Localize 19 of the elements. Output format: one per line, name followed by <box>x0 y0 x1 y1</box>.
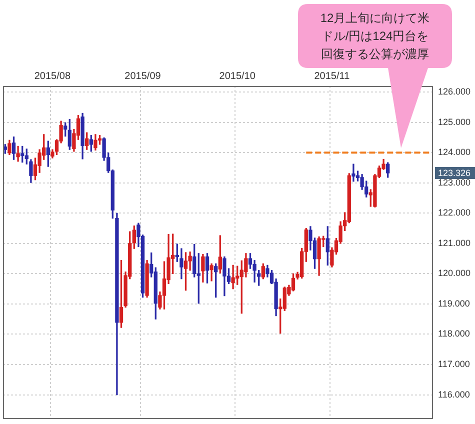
x-tick-label: 2015/10 <box>219 70 256 82</box>
y-tick-label: 119.000 <box>438 298 470 308</box>
y-tick-label: 116.000 <box>438 389 470 400</box>
candlestick <box>352 164 356 182</box>
y-tick-label: 122.000 <box>438 208 471 218</box>
y-tick-label: 124.000 <box>438 147 471 158</box>
y-tick-label: 118.000 <box>438 328 470 339</box>
candlestick <box>231 264 235 290</box>
y-tick-label: 123.000 <box>438 177 471 188</box>
text: 12月上旬に向けて米ドル/円は124円台を回復する公算が濃厚 <box>319 10 431 63</box>
y-tick-label: 125.000 <box>438 116 471 127</box>
x-tick-label: 2015/11 <box>314 70 350 82</box>
x-tick-label: 2015/08 <box>34 70 71 82</box>
y-tick-label: 121.000 <box>438 238 471 248</box>
y-tick-label: 120.000 <box>438 268 471 278</box>
y-tick-label: 126.000 <box>438 86 471 97</box>
y-tick-label: 117.000 <box>438 358 470 369</box>
x-tick-label: 2015/09 <box>124 70 162 82</box>
annotation: 123.326 <box>438 168 471 178</box>
